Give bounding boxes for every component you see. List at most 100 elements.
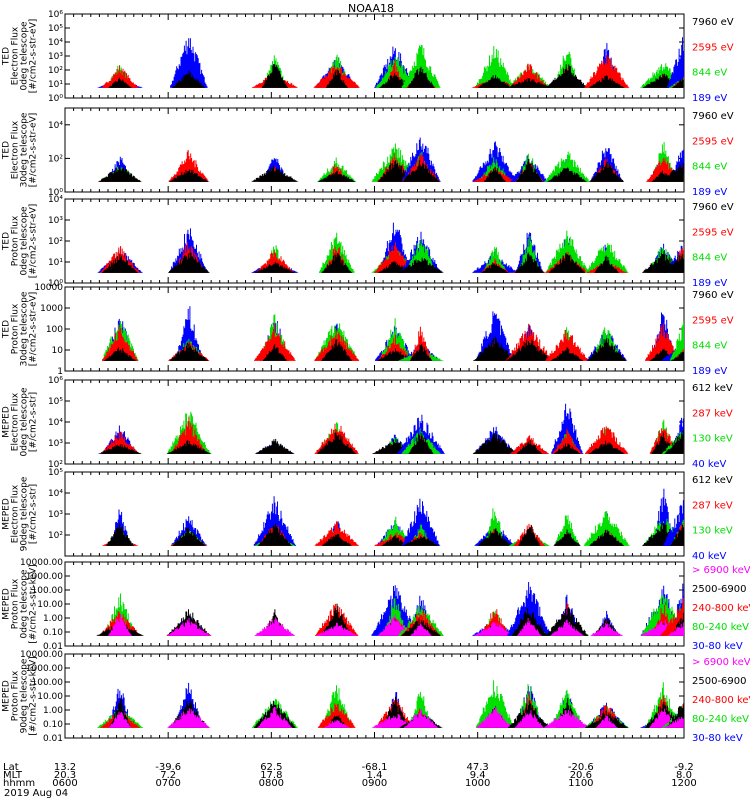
y-axis-label-line: Proton Flux (11, 670, 21, 721)
legend-entry: 189 eV (692, 93, 727, 104)
y-axis-label-line: TED (2, 320, 12, 339)
y-axis-label-line: [#/cm2-s-str] (29, 484, 39, 544)
series-marks (476, 707, 514, 728)
y-tick-label: 10.00 (37, 692, 63, 702)
series-marks (478, 74, 513, 88)
series-marks (590, 623, 624, 636)
y-tick-label: 10⁰ (48, 94, 63, 104)
y-tick-label: 10 (52, 346, 64, 356)
x-row-label: MLT (3, 770, 23, 781)
y-axis-label-line: TED (2, 232, 12, 251)
series-marks (317, 170, 356, 182)
x-tick-lat: -68.1 (362, 762, 388, 773)
x-tick-lat: -20.6 (568, 762, 594, 773)
series-marks (258, 523, 292, 546)
series-marks (481, 262, 509, 273)
series-marks (475, 46, 515, 88)
y-axis-label-line: 30deg telescope (20, 112, 30, 187)
series-marks (472, 432, 517, 454)
series-marks (516, 159, 543, 182)
series-marks (588, 440, 625, 454)
y-tick-label: 1000.00 (26, 664, 63, 674)
x-row-label: Lat (3, 762, 19, 773)
y-tick-label: 1.00 (43, 706, 63, 716)
y-axis-label-line: Electron Flux (11, 120, 21, 179)
y-axis-label: TEDProton Flux0deg telescope[#/cm2-s-str… (2, 204, 39, 279)
y-tick-label: 10⁰ (48, 279, 63, 289)
y-tick-label: 10⁴ (48, 418, 63, 428)
series-marks (672, 79, 684, 88)
panel-2: 10⁰ 10² 10⁴ TEDElectron Flux30deg telescope… (2, 107, 734, 198)
series-marks (589, 529, 624, 546)
y-axis-label-line: 0deg telescope (20, 206, 30, 276)
legend-entry: 287 keV (692, 500, 733, 511)
series-marks (551, 347, 584, 361)
y-tick-label: 0.01 (43, 642, 63, 652)
x-tick-hhmm: 0800 (259, 778, 284, 789)
series-marks (108, 613, 132, 636)
y-axis-label-line: Proton Flux (11, 578, 21, 629)
series-marks (98, 166, 142, 182)
series-marks (324, 720, 350, 728)
panel-5: 10² 10³ 10⁴ 10⁵ 10⁶ MEPEDElectron Flux0deg te… (2, 376, 733, 470)
series-group (98, 403, 684, 454)
y-axis-label-line: Electron Flux (11, 392, 21, 451)
y-tick-label: 1 (57, 367, 63, 377)
series-marks (663, 716, 684, 728)
series-marks (168, 252, 210, 273)
series-marks (553, 443, 581, 454)
panel-1: 10⁰ 10¹ 10² 10³ 10⁴ 10⁵ 10⁶ TEDElectron Flux0de… (2, 10, 734, 104)
y-tick-label: 10000.00 (20, 558, 63, 568)
series-marks (544, 709, 591, 728)
x-tick-mlt: 9.4 (470, 770, 486, 781)
series-group (97, 37, 684, 88)
series-marks (402, 498, 441, 546)
y-tick-label: 10¹ (48, 80, 63, 90)
x-tick-mlt: 20.6 (570, 770, 592, 781)
y-axis-label-line: MEPED (2, 680, 12, 712)
y-axis-label-line: 90deg telescope (20, 658, 30, 733)
series-marks (254, 261, 296, 273)
y-axis-label-line: MEPED (2, 498, 12, 530)
y-tick-label: 10³ (48, 510, 63, 520)
series-marks (670, 321, 684, 361)
legend-entry: 30-80 keV (692, 733, 743, 744)
y-axis-label-line: Proton Flux (11, 215, 21, 266)
panel-3: 10⁰ 10¹ 10² 10³ 10⁴ TEDProton Flux0deg telesc… (2, 195, 734, 289)
legend-entry: 80-240 keV (692, 622, 749, 633)
y-tick-label: 1000 (40, 304, 63, 314)
series-marks (402, 160, 440, 182)
y-tick-label: 10⁵ (48, 468, 63, 478)
legend-entry: 240-800 keV (692, 695, 750, 706)
y-tick-label: 100 (46, 325, 63, 335)
series-marks (169, 342, 209, 361)
y-tick-label: 1.00 (43, 614, 63, 624)
series-group (97, 222, 684, 273)
series-marks (407, 66, 435, 88)
y-tick-label: 10⁰ (48, 188, 63, 198)
date-label: 2019 Aug 04 (4, 788, 68, 799)
y-axis-label-line: Electron Flux (11, 484, 21, 543)
y-tick-label: 0.10 (43, 720, 63, 730)
legend-entry: 40 keV (692, 459, 726, 470)
x-row-label: hhmm (3, 778, 35, 789)
legend-entry: 612 keV (692, 475, 733, 486)
legend-entry: 2500-6900 (692, 584, 747, 595)
x-tick-mlt: 8.0 (676, 770, 692, 781)
series-marks (170, 38, 209, 88)
x-tick-mlt: 17.8 (260, 770, 282, 781)
y-axis-label-line: [#/cm2-s-str-keV] (29, 656, 39, 735)
legend-entry: 2595 eV (692, 227, 734, 238)
y-axis-label: TEDElectron Flux30deg telescope[#/cm2-s-… (2, 112, 39, 187)
series-marks (664, 430, 684, 454)
y-tick-label: 10⁴ (48, 38, 63, 48)
series-marks (321, 253, 352, 273)
series-marks (670, 525, 684, 546)
legend-entry: 40 keV (692, 551, 726, 562)
y-axis-label-line: MEPED (2, 588, 12, 620)
series-marks (518, 524, 541, 546)
series-group (96, 582, 684, 636)
legend-entry: 2595 eV (692, 42, 734, 53)
